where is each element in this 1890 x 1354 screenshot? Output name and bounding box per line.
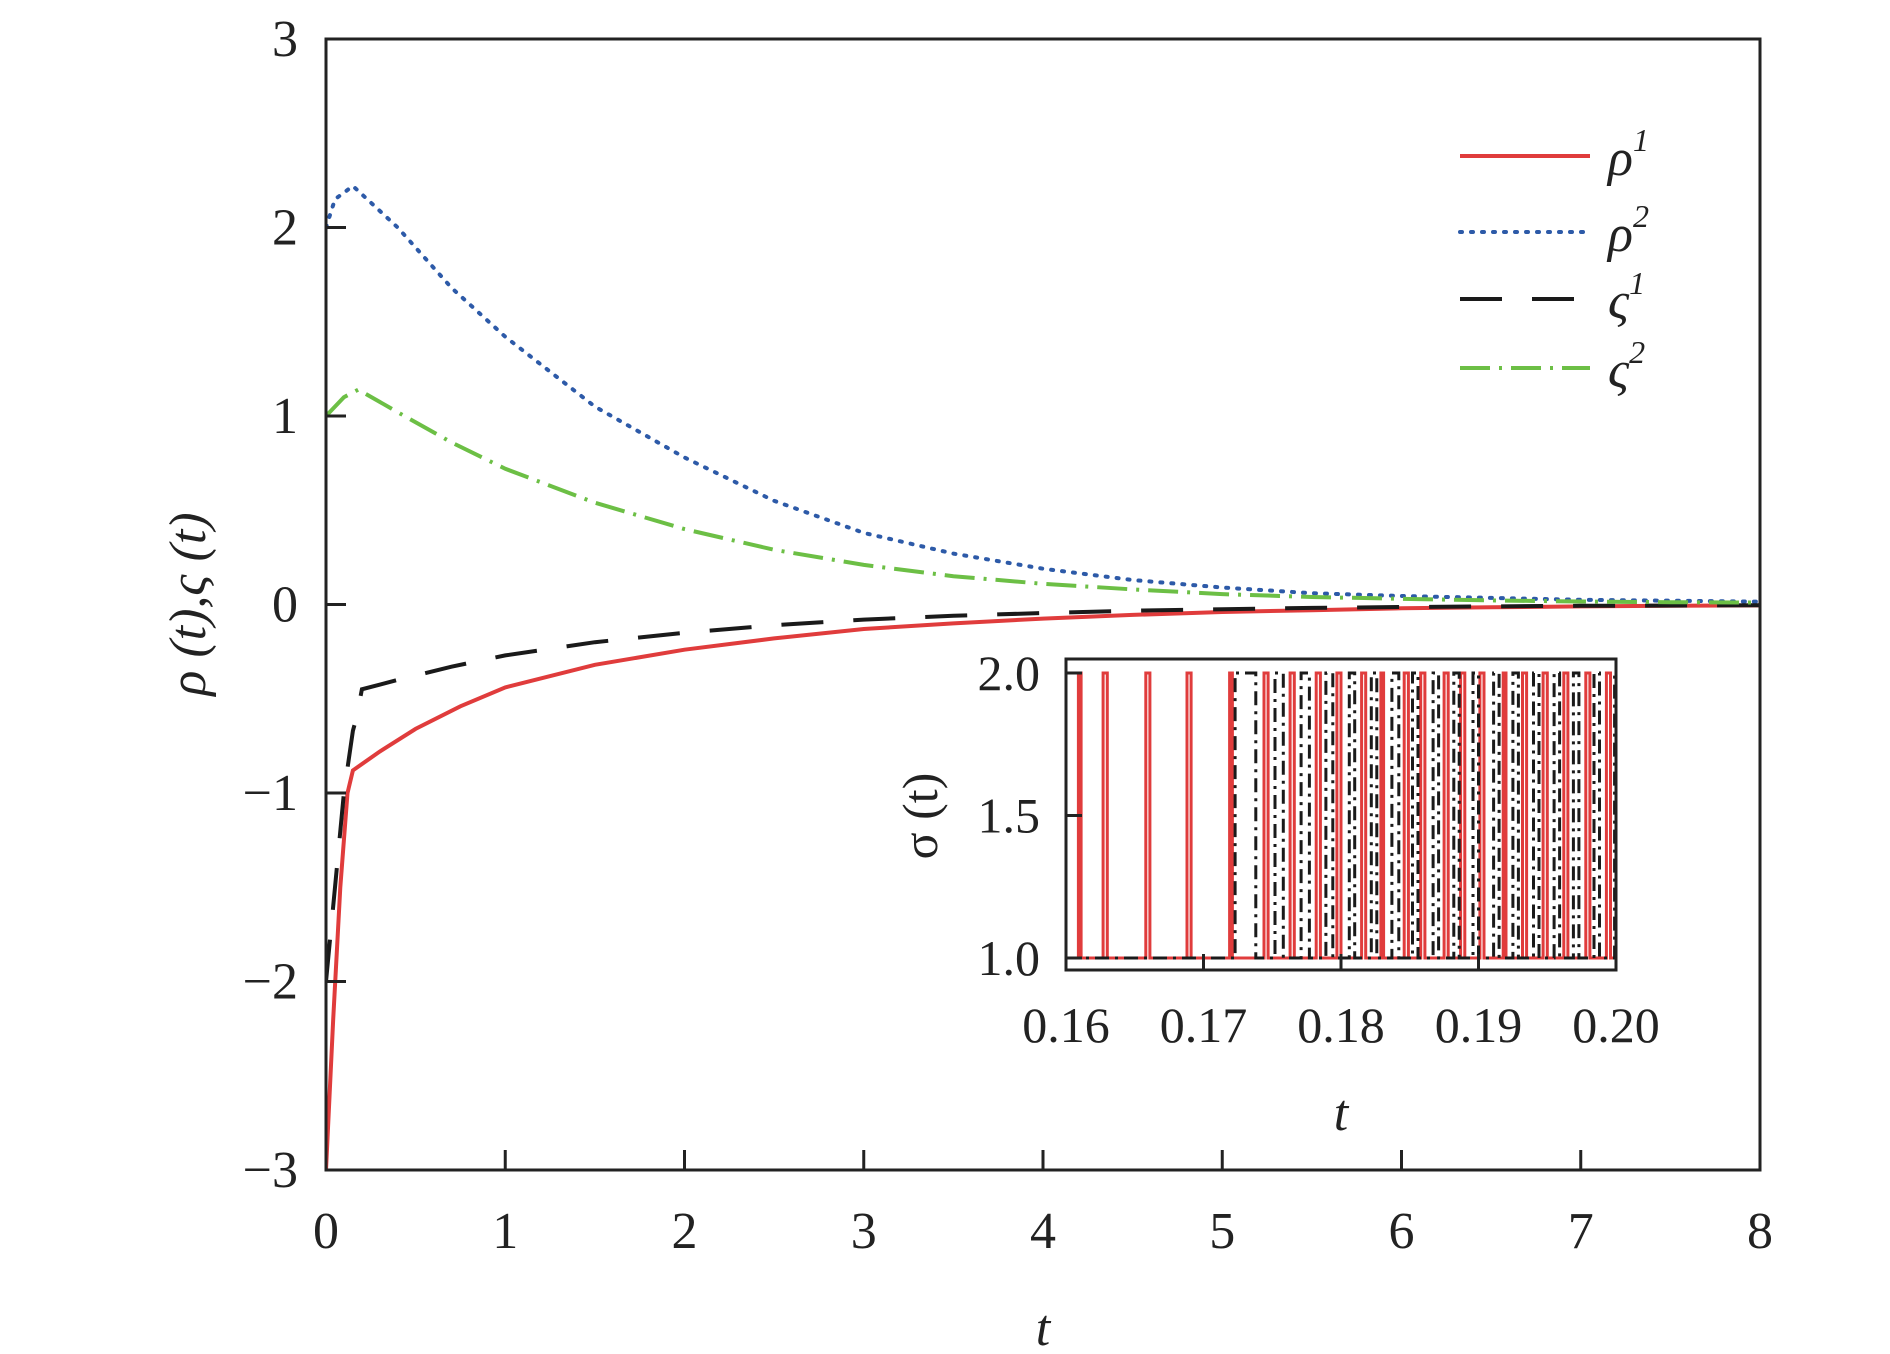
main-axis-ticks: 0 1 2 3 4 5 6 7 8 −3 −2 −1 0 1 2 3 — [243, 11, 1773, 1260]
series-line-vs1 — [326, 603, 1760, 982]
legend-label-vs1: ς1 — [1608, 265, 1645, 330]
y-tick-label: 3 — [272, 11, 298, 68]
inset-series-group — [1066, 671, 1616, 960]
x-tick-label: 8 — [1747, 1203, 1773, 1260]
x-tick-label: 6 — [1389, 1203, 1415, 1260]
x-tick-label: 5 — [1209, 1203, 1235, 1260]
y-tick-label: 1 — [272, 388, 298, 445]
legend-label-rho1: ρ1 — [1606, 122, 1649, 187]
legend-label-rho2: ρ2 — [1606, 198, 1649, 263]
y-tick-label: 2 — [272, 200, 298, 257]
inset-y-tick-label: 1.0 — [978, 930, 1041, 986]
x-tick-label: 3 — [851, 1203, 877, 1260]
inset-y-tick-label: 2.0 — [978, 645, 1041, 701]
inset-x-tick-label: 0.19 — [1435, 997, 1523, 1053]
x-axis-title: t — [1036, 1300, 1052, 1354]
inset-y-tick-label: 1.5 — [978, 788, 1041, 844]
inset-x-tick-label: 0.17 — [1160, 997, 1248, 1053]
x-tick-label: 4 — [1030, 1203, 1056, 1260]
x-tick-label: 2 — [672, 1203, 698, 1260]
series-line-vs2 — [326, 387, 1760, 605]
inset-series-sigma_black — [1066, 671, 1616, 960]
inset-x-tick-label: 0.20 — [1572, 997, 1660, 1053]
x-tick-label: 7 — [1568, 1203, 1594, 1260]
inset-x-tick-label: 0.18 — [1297, 997, 1385, 1053]
x-tick-label: 0 — [313, 1203, 339, 1260]
main-series-group — [326, 183, 1760, 1170]
inset-axis-ticks: 0.16 0.17 0.18 0.19 0.20 1.0 1.5 2.0 — [978, 645, 1660, 1053]
inset-x-axis-title: t — [1334, 1085, 1350, 1142]
y-tick-label: −3 — [243, 1142, 298, 1199]
inset-x-tick-label: 0.16 — [1022, 997, 1110, 1053]
legend: ρ1 ρ2 ς1 ς2 — [1458, 122, 1649, 399]
inset-series-sigma_red — [1066, 671, 1616, 960]
inset-y-axis-title: σ (t) — [892, 773, 948, 860]
inset-chart: 0.16 0.17 0.18 0.19 0.20 1.0 1.5 2.0 t σ (t) — [892, 645, 1660, 1142]
x-tick-label: 1 — [492, 1203, 518, 1260]
y-axis-title: ρ (t),ς (t) — [160, 512, 217, 697]
legend-label-vs2: ς2 — [1608, 334, 1645, 399]
y-tick-label: −2 — [243, 954, 298, 1011]
y-tick-label: −1 — [243, 765, 298, 822]
y-tick-label: 0 — [272, 577, 298, 634]
